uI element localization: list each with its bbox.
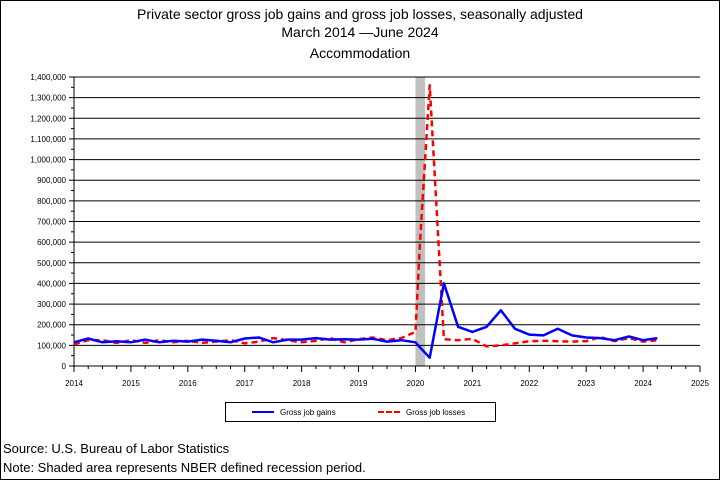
x-tick-label: 2025	[691, 379, 709, 388]
y-tick-label: 900,000	[37, 176, 66, 185]
y-tick-label: 200,000	[37, 321, 66, 330]
legend-label-losses: Gross job losses	[406, 407, 466, 417]
x-tick-label: 2021	[463, 379, 481, 388]
legend-swatch-losses	[378, 411, 400, 413]
source-note: Source: U.S. Bureau of Labor Statistics	[3, 441, 230, 456]
y-tick-label: 1,200,000	[30, 114, 66, 123]
legend-swatch-gains	[252, 411, 274, 413]
y-tick-label: 1,000,000	[30, 156, 66, 165]
recession-note: Note: Shaded area represents NBER define…	[3, 460, 366, 475]
y-tick-label: 400,000	[37, 279, 66, 288]
x-tick-label: 2019	[350, 379, 368, 388]
y-tick-label: 500,000	[37, 259, 66, 268]
y-tick-label: 600,000	[37, 238, 66, 247]
y-tick-label: 300,000	[37, 300, 66, 309]
series-line-job-losses	[73, 84, 658, 348]
y-tick-label: 1,100,000	[30, 135, 66, 144]
y-tick-label: 1,300,000	[30, 94, 66, 103]
x-tick-label: 2022	[520, 379, 538, 388]
x-tick-label: 2014	[65, 379, 83, 388]
x-tick-label: 2018	[293, 379, 311, 388]
legend-label-gains: Gross job gains	[280, 407, 336, 417]
x-tick-label: 2016	[179, 379, 197, 388]
chart-title: Private sector gross job gains and gross…	[137, 6, 583, 22]
y-tick-label: 0	[62, 362, 67, 371]
x-tick-label: 2020	[407, 379, 425, 388]
y-tick-label: 800,000	[37, 197, 66, 206]
series-line-job-gains	[73, 282, 658, 359]
y-tick-label: 700,000	[37, 218, 66, 227]
legend-item-gains: Gross job gains	[252, 403, 336, 421]
x-tick-label: 2023	[577, 379, 595, 388]
x-tick-label: 2024	[634, 379, 652, 388]
x-tick-label: 2017	[236, 379, 254, 388]
legend: Gross job gains Gross job losses	[225, 402, 496, 422]
chart-industry: Accommodation	[309, 45, 411, 61]
x-tick-label: 2015	[122, 379, 140, 388]
y-tick-label: 1,400,000	[30, 73, 66, 82]
y-tick-label: 100,000	[37, 341, 66, 350]
chart-subtitle: March 2014 —June 2024	[281, 24, 439, 40]
legend-item-losses: Gross job losses	[378, 403, 465, 421]
